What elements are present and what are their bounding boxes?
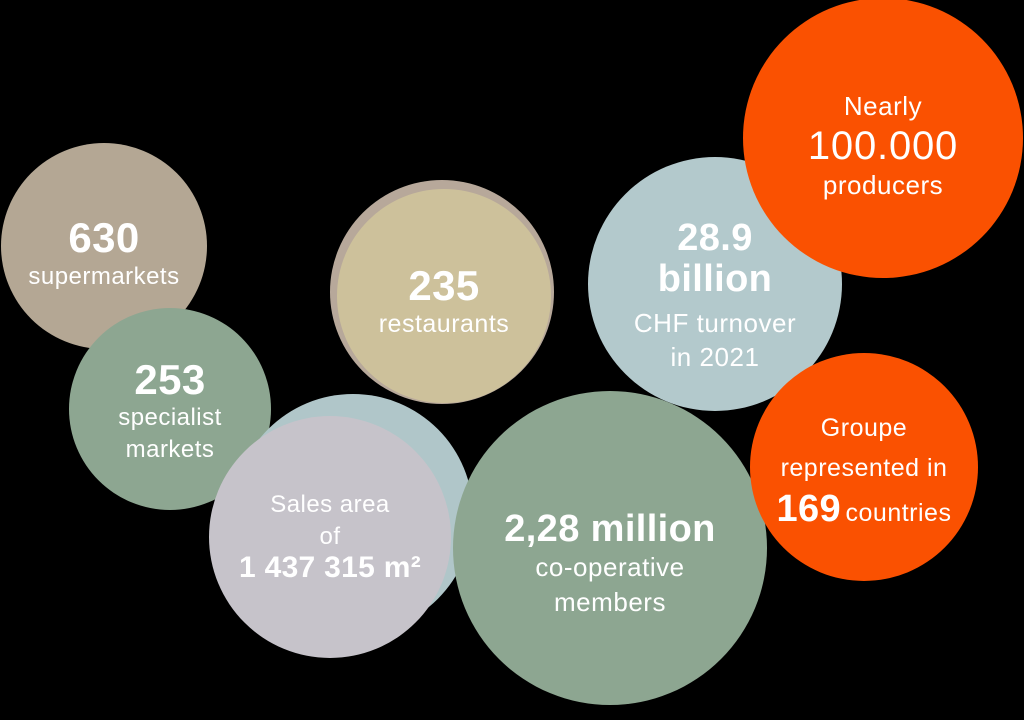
sales-area-label-line2: of xyxy=(319,522,341,550)
turnover-label-line2: in 2021 xyxy=(670,342,760,373)
countries-value-line: 169 countries xyxy=(750,487,978,530)
bubble-countries: Groupe represented in 169 countries xyxy=(750,353,978,581)
countries-label-line3: countries xyxy=(845,498,952,527)
members-label-line1: co-operative xyxy=(535,552,685,583)
specialist-markets-value: 253 xyxy=(134,355,206,403)
countries-text: Groupe represented in 169 countries xyxy=(750,408,978,530)
restaurants-value: 235 xyxy=(408,261,480,309)
supermarkets-label: supermarkets xyxy=(28,262,180,290)
restaurants-label: restaurants xyxy=(378,310,510,339)
specialist-markets-text: 253 specialist markets xyxy=(69,355,271,466)
supermarkets-text: 630 supermarkets xyxy=(1,215,207,292)
members-value: 2,28 million xyxy=(504,508,716,551)
turnover-text: 28.9 billion CHF turnover in 2021 xyxy=(588,216,842,375)
producers-label: producers xyxy=(822,170,944,201)
members-label-line2: members xyxy=(554,586,666,617)
sales-area-label-line1: Sales area xyxy=(270,491,390,519)
restaurants-text: 235 restaurants xyxy=(337,261,551,341)
specialist-markets-label-line1: specialist xyxy=(118,404,222,431)
bubble-restaurants: 235 restaurants xyxy=(337,189,551,403)
countries-label-line1: Groupe xyxy=(820,413,908,442)
countries-label-line2: represented in xyxy=(780,454,948,483)
bubble-producers: Nearly 100.000 producers xyxy=(743,0,1023,278)
sales-area-value: 1 437 315 m² xyxy=(238,551,422,585)
supermarkets-value: 630 xyxy=(68,214,140,262)
bubble-sales-area: Sales area of 1 437 315 m² xyxy=(209,416,451,658)
members-text: 2,28 million co-operative members xyxy=(453,509,767,619)
producers-value: 100.000 xyxy=(807,123,959,168)
turnover-value-line2: billion xyxy=(657,257,773,300)
producers-intro: Nearly xyxy=(843,91,923,122)
sales-area-text: Sales area of 1 437 315 m² xyxy=(209,489,451,585)
turnover-label-line1: CHF turnover xyxy=(633,307,797,338)
bubble-members: 2,28 million co-operative members xyxy=(453,391,767,705)
bubble-supermarkets: 630 supermarkets xyxy=(1,143,207,349)
producers-text: Nearly 100.000 producers xyxy=(743,89,1023,202)
specialist-markets-label-line2: markets xyxy=(125,435,215,463)
countries-value: 169 xyxy=(776,487,842,530)
turnover-value-line1: 28.9 xyxy=(677,216,753,259)
